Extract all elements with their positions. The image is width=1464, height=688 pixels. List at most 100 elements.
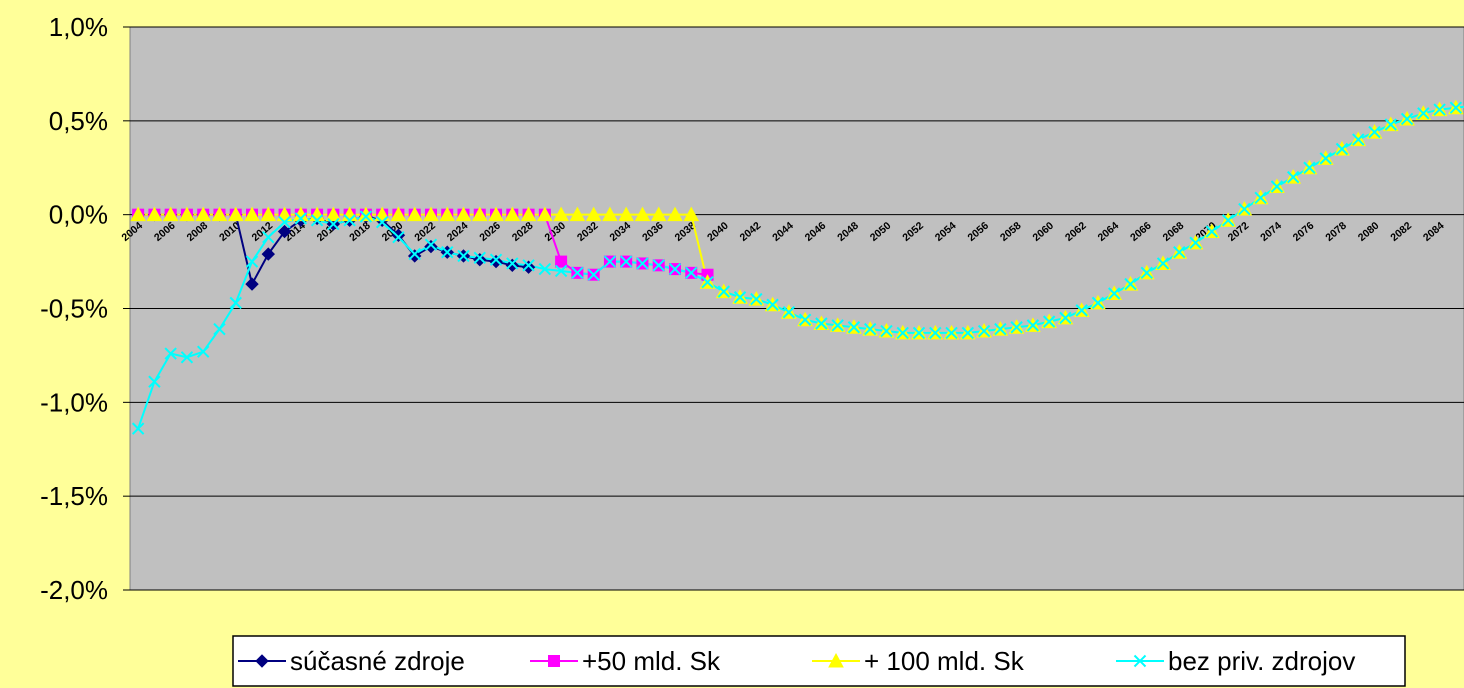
x-marker-stroke bbox=[603, 255, 617, 268]
y-tick-label: 1,0% bbox=[49, 12, 108, 42]
data-point bbox=[538, 262, 552, 276]
data-point bbox=[407, 249, 422, 263]
x-marker-stroke bbox=[831, 319, 844, 332]
x-marker-stroke bbox=[1026, 319, 1040, 332]
data-point bbox=[1173, 245, 1186, 259]
data-point bbox=[636, 257, 649, 270]
data-point bbox=[1075, 304, 1088, 317]
legend-label: + 100 mld. Sk bbox=[864, 646, 1025, 676]
data-point bbox=[634, 206, 651, 222]
data-point bbox=[733, 291, 747, 304]
series-markers bbox=[130, 99, 1464, 435]
data-point bbox=[343, 214, 356, 227]
data-point bbox=[1059, 311, 1072, 325]
x-marker-stroke bbox=[1303, 161, 1316, 174]
data-point bbox=[537, 206, 553, 222]
x-marker-stroke bbox=[929, 326, 942, 340]
data-point bbox=[880, 324, 893, 338]
x-marker-stroke bbox=[685, 266, 698, 280]
x-marker-stroke bbox=[994, 322, 1007, 336]
data-point bbox=[1221, 214, 1235, 227]
x-marker-stroke bbox=[424, 238, 438, 251]
legend: súčasné zdroje +50 mld. Sk + 100 mld. Sk be… bbox=[232, 635, 1406, 687]
x-marker-stroke bbox=[1205, 225, 1219, 238]
data-point bbox=[571, 266, 584, 280]
data-point bbox=[1449, 101, 1463, 114]
x-marker-stroke bbox=[506, 257, 519, 270]
x-marker-stroke bbox=[1059, 311, 1072, 325]
data-point bbox=[701, 276, 714, 289]
data-point bbox=[994, 322, 1007, 336]
data-point bbox=[1091, 296, 1105, 310]
x-marker-stroke bbox=[717, 285, 730, 298]
y-tick-label: -2,0% bbox=[40, 575, 108, 605]
data-point bbox=[831, 319, 844, 332]
data-point bbox=[555, 255, 568, 268]
data-point bbox=[359, 210, 373, 223]
data-point bbox=[488, 206, 504, 222]
data-point bbox=[619, 255, 633, 268]
x-marker-stroke bbox=[457, 249, 470, 263]
data-point bbox=[455, 206, 472, 222]
data-point bbox=[977, 324, 991, 338]
x-marker-stroke bbox=[1133, 654, 1147, 668]
x-marker-stroke bbox=[1384, 118, 1397, 131]
x-marker-stroke bbox=[441, 245, 454, 259]
x-marker-stroke bbox=[961, 326, 975, 340]
x-marker-stroke bbox=[473, 251, 486, 265]
data-point bbox=[1133, 654, 1147, 668]
x-marker-stroke bbox=[1335, 142, 1349, 156]
x-marker-stroke bbox=[554, 264, 568, 278]
data-point bbox=[1124, 277, 1137, 291]
data-point bbox=[179, 206, 195, 222]
data-point bbox=[195, 206, 212, 222]
data-point bbox=[1189, 236, 1202, 250]
data-point bbox=[506, 257, 519, 270]
data-point bbox=[1319, 152, 1332, 165]
data-point bbox=[148, 375, 161, 388]
x-marker-stroke bbox=[245, 255, 259, 268]
x-marker-stroke bbox=[1238, 202, 1251, 216]
data-point bbox=[1433, 103, 1446, 116]
data-point bbox=[131, 422, 145, 435]
data-point bbox=[162, 206, 179, 222]
data-point bbox=[1352, 133, 1365, 146]
data-point bbox=[815, 317, 828, 330]
data-point bbox=[553, 206, 569, 222]
data-point bbox=[489, 254, 503, 269]
data-point bbox=[423, 206, 439, 222]
data-point bbox=[668, 262, 682, 276]
data-point bbox=[1042, 315, 1056, 328]
x-marker-stroke bbox=[701, 276, 714, 289]
data-point bbox=[961, 326, 975, 340]
x-marker-stroke bbox=[1075, 304, 1088, 317]
data-point bbox=[180, 351, 194, 364]
x-marker-stroke bbox=[1400, 112, 1414, 126]
x-marker-stroke bbox=[1449, 101, 1463, 114]
x-marker-stroke bbox=[945, 326, 958, 340]
data-point bbox=[522, 259, 535, 272]
x-marker-stroke bbox=[1270, 180, 1284, 193]
x-marker-stroke bbox=[229, 296, 242, 310]
x-marker-stroke bbox=[278, 215, 291, 229]
x-marker-stroke bbox=[912, 326, 926, 340]
data-point bbox=[424, 239, 438, 254]
legend-label: súčasné zdroje bbox=[290, 646, 465, 676]
data-point bbox=[602, 206, 618, 222]
data-point bbox=[667, 206, 683, 222]
data-point bbox=[1303, 161, 1316, 174]
x-marker-stroke bbox=[538, 262, 552, 276]
data-point bbox=[554, 264, 568, 278]
data-point bbox=[473, 251, 486, 265]
data-point bbox=[390, 206, 407, 222]
x-marker-stroke bbox=[359, 210, 373, 223]
x-marker-stroke bbox=[310, 214, 324, 227]
data-point bbox=[1238, 202, 1251, 216]
data-point bbox=[197, 345, 210, 358]
x-marker-stroke bbox=[619, 255, 633, 268]
data-point bbox=[489, 253, 503, 266]
x-marker-stroke bbox=[815, 317, 828, 330]
x-marker-stroke bbox=[1319, 152, 1332, 165]
x-marker-stroke bbox=[1140, 266, 1153, 280]
data-point bbox=[685, 266, 698, 280]
